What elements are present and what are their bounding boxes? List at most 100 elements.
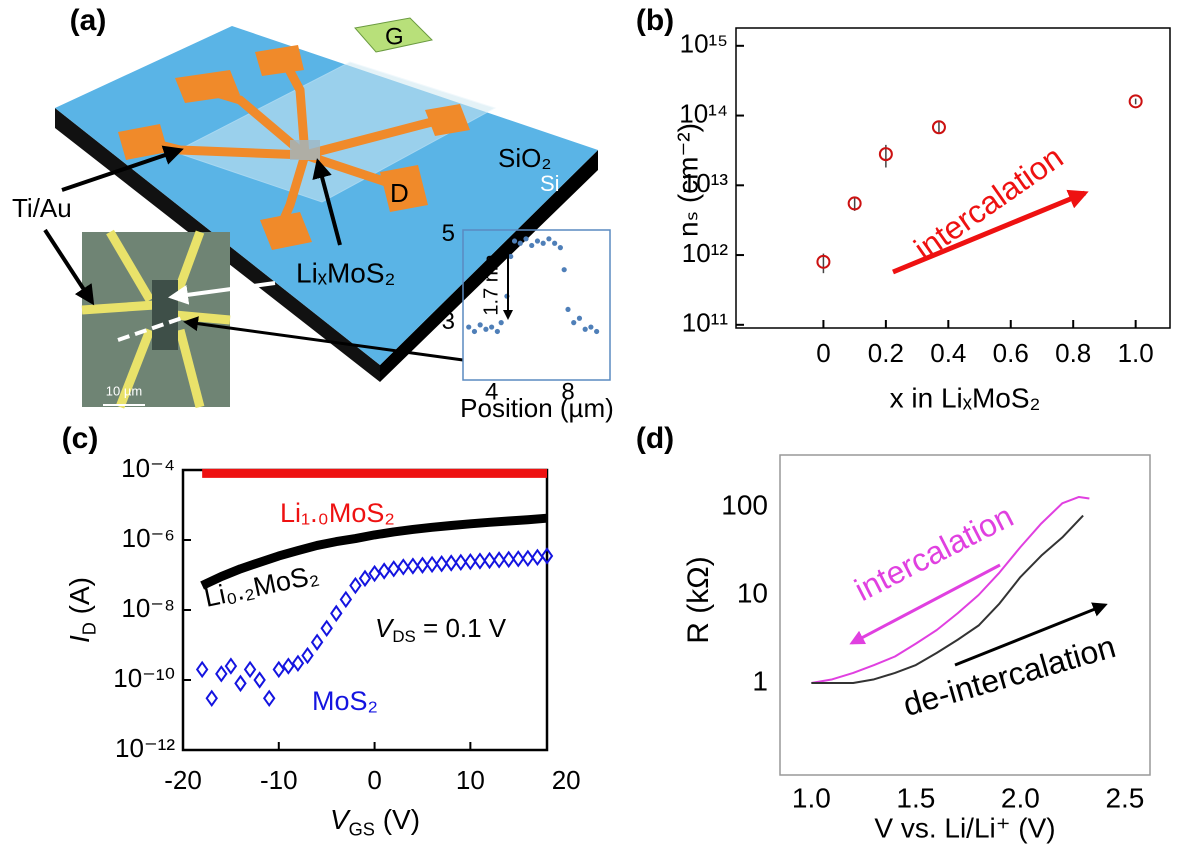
data-point bbox=[577, 316, 582, 321]
data-point bbox=[541, 241, 546, 246]
data-point bbox=[495, 329, 500, 334]
y-tick-label: 10⁻⁶ bbox=[122, 523, 175, 553]
series-label: Li₀.₂MoS₂ bbox=[201, 559, 321, 613]
series-label: MoS₂ bbox=[312, 686, 378, 716]
data-point bbox=[255, 673, 265, 687]
data-point bbox=[518, 241, 523, 246]
channel bbox=[290, 140, 320, 160]
oxide-label: SiO₂ bbox=[498, 143, 551, 173]
x-tick-label: 0.8 bbox=[1055, 338, 1091, 368]
data-point bbox=[408, 559, 418, 573]
y-tick-label: 10¹² bbox=[682, 238, 729, 268]
data-point bbox=[207, 691, 217, 705]
data-point bbox=[303, 649, 313, 663]
data-point bbox=[398, 560, 408, 574]
data-point bbox=[446, 556, 456, 570]
data-point bbox=[331, 606, 341, 620]
data-point bbox=[427, 557, 437, 571]
y-tick-label: 3 bbox=[442, 308, 455, 335]
x-tick-label: 0.6 bbox=[993, 338, 1029, 368]
height-label: 1.7 nm bbox=[480, 254, 502, 315]
data-point bbox=[475, 554, 485, 568]
plot-frame bbox=[780, 455, 1150, 775]
data-point bbox=[472, 329, 477, 334]
data-point bbox=[341, 592, 351, 606]
data-point bbox=[532, 550, 542, 564]
x-tick-label: 0 bbox=[367, 765, 381, 795]
data-point bbox=[264, 691, 274, 705]
data-point bbox=[489, 324, 494, 329]
y-tick-label: 100 bbox=[721, 489, 768, 520]
data-point bbox=[283, 659, 293, 673]
y-tick-label: 10⁻⁸ bbox=[121, 593, 175, 623]
x-tick-label: 1.5 bbox=[896, 782, 935, 813]
data-point bbox=[494, 553, 504, 567]
scale-bar-label: 10 µm bbox=[106, 383, 142, 398]
substrate-label: Si bbox=[540, 171, 560, 196]
y-tick-label: 1 bbox=[752, 665, 768, 696]
data-point bbox=[523, 551, 533, 565]
data-point bbox=[235, 676, 245, 690]
data-point bbox=[417, 558, 427, 572]
data-point bbox=[197, 662, 207, 676]
x-tick-label: 0.4 bbox=[930, 338, 966, 368]
data-point bbox=[594, 329, 599, 334]
x-tick-label: -10 bbox=[260, 765, 298, 795]
x-tick-label: 0 bbox=[816, 338, 830, 368]
data-point bbox=[245, 662, 255, 676]
x-axis-label-part: (V) bbox=[375, 804, 420, 835]
y-axis-label-part: (A) bbox=[64, 577, 95, 622]
data-point bbox=[558, 245, 563, 250]
data-point bbox=[523, 236, 528, 241]
x-tick-label: 2.0 bbox=[1001, 782, 1040, 813]
data-point bbox=[274, 662, 284, 676]
data-point bbox=[379, 564, 389, 578]
panel-label: (d) bbox=[636, 422, 674, 455]
x-tick-label: 10 bbox=[456, 765, 485, 795]
y-axis-label-part: D bbox=[79, 622, 99, 635]
x-axis-label: VGS (V) bbox=[330, 804, 420, 839]
data-point bbox=[466, 324, 471, 329]
data-point bbox=[485, 553, 495, 567]
gate-label: G bbox=[385, 23, 404, 50]
data-point bbox=[389, 562, 399, 576]
x-tick-label: 0.2 bbox=[868, 338, 904, 368]
device-schematic: (a) G D SiO₂ Si Ti/Au LiₓMoS₂ 10 µm bbox=[12, 4, 598, 407]
annotation-part: = 0.1 V bbox=[416, 613, 507, 643]
x-tick-label: 2.5 bbox=[1105, 782, 1144, 813]
figure: (a) G D SiO₂ Si Ti/Au LiₓMoS₂ 10 µm 4835… bbox=[0, 0, 1184, 845]
x-axis-label: Position (µm) bbox=[460, 393, 614, 423]
data-point bbox=[571, 320, 576, 325]
data-point bbox=[535, 238, 540, 243]
data-point bbox=[483, 327, 488, 332]
x-tick-label: 1.0 bbox=[792, 782, 831, 813]
annotation: intercalation bbox=[908, 139, 1070, 267]
panel-label: (b) bbox=[636, 4, 674, 37]
annotation-part: DS bbox=[392, 627, 415, 646]
data-point bbox=[456, 555, 466, 569]
x-tick-label: -20 bbox=[164, 765, 202, 795]
y-tick-label: 10¹¹ bbox=[682, 308, 729, 338]
electrode-label: Ti/Au bbox=[12, 193, 72, 223]
y-tick-label: 10 bbox=[737, 577, 768, 608]
data-point bbox=[562, 267, 567, 272]
data-point bbox=[478, 322, 483, 327]
drain-label: D bbox=[390, 178, 409, 208]
data-point bbox=[293, 656, 303, 670]
y-axis-label: R (kΩ) bbox=[682, 556, 715, 643]
plot-frame bbox=[736, 28, 1170, 328]
data-point bbox=[437, 557, 447, 571]
series-label: intercalation bbox=[849, 498, 1019, 608]
data-point bbox=[226, 659, 236, 673]
data-point bbox=[512, 238, 517, 243]
data-point bbox=[588, 324, 593, 329]
x-axis-label: x in LiₓMoS₂ bbox=[890, 382, 1041, 413]
data-point bbox=[565, 307, 570, 312]
y-axis-label: ID (A) bbox=[64, 577, 99, 643]
data-point bbox=[350, 579, 360, 593]
y-axis-label: nₛ (cm⁻²) bbox=[672, 123, 703, 237]
data-point bbox=[546, 236, 551, 241]
y-tick-label: 5 bbox=[442, 220, 455, 247]
x-axis-label: V vs. Li/Li⁺ (V) bbox=[874, 812, 1055, 843]
x-axis-label-part: GS bbox=[349, 819, 375, 839]
